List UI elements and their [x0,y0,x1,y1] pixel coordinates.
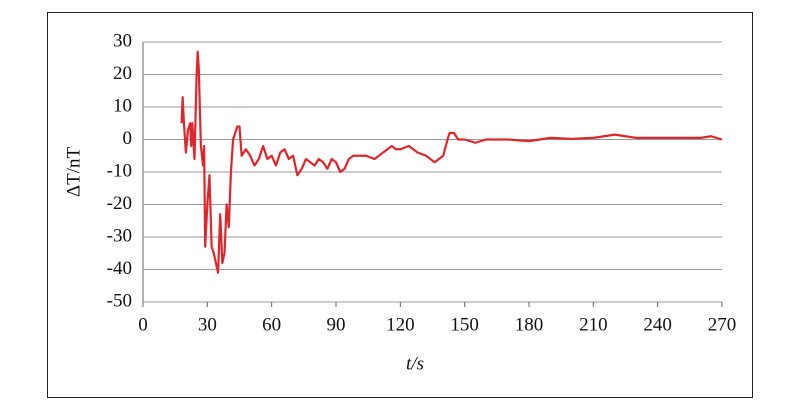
y-axis-label: ΔT/nT [63,147,84,198]
y-tick-label: -20 [107,193,132,214]
y-tick-label: 10 [113,95,132,116]
y-tick-label: 20 [113,63,132,84]
x-tick-label: 60 [262,314,281,335]
x-tick-label: 30 [198,314,217,335]
x-tick-label: 90 [327,314,346,335]
y-tick-label: 0 [123,128,133,149]
y-tick-label: -50 [107,290,132,311]
y-tick-label: 30 [113,30,132,51]
x-tick-label: 120 [386,314,415,335]
y-tick-label: -10 [107,160,132,181]
x-axis-label: t/s [406,353,424,374]
x-tick-label: 240 [643,314,672,335]
x-tick-label: 0 [138,314,148,335]
x-tick-label: 150 [450,314,479,335]
x-tick-label: 180 [515,314,544,335]
x-tick-label: 270 [708,314,737,335]
x-tick-label: 210 [579,314,608,335]
y-tick-label: -30 [107,225,132,246]
frame [47,12,753,398]
y-tick-label: -40 [107,258,132,279]
data-line [180,50,723,274]
